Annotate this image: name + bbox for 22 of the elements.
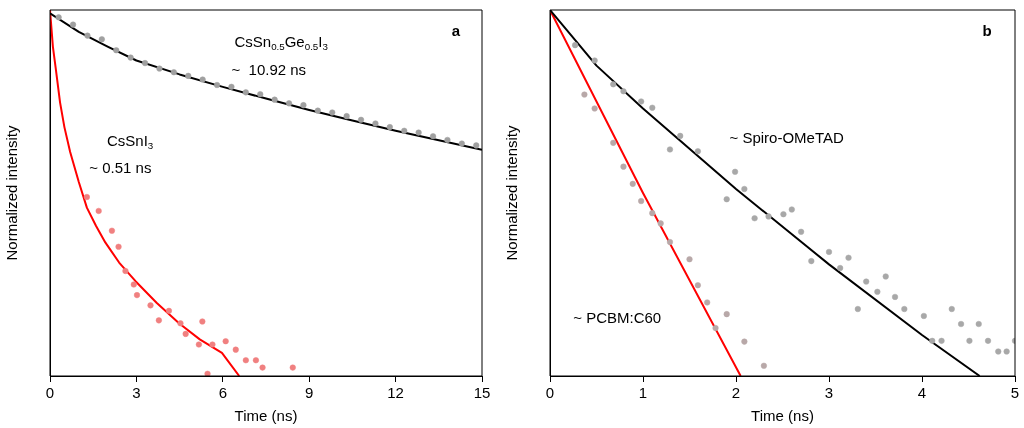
x-tick-label: 0 (45, 384, 55, 402)
x-axis-title: Time (ns) (234, 407, 298, 425)
y-axis-title: Normalized intensity (503, 124, 521, 261)
annotation: a (451, 22, 461, 40)
x-tick-label: 15 (473, 384, 491, 402)
x-tick-label: 9 (305, 384, 314, 402)
y-axis-title: Normalized intensity (3, 124, 21, 261)
x-tick-label: 6 (218, 384, 227, 402)
annotation: b (982, 22, 992, 40)
x-tick-label: 0 (545, 384, 555, 402)
annotation: ~ 0.51 ns (89, 158, 152, 176)
annotation: ~ PCBM:C60 (573, 309, 662, 327)
annotation: ~ 10.92 ns (231, 61, 307, 79)
x-tick-label: 4 (917, 384, 927, 402)
x-tick-label: 3 (132, 384, 141, 402)
x-tick-label: 12 (387, 384, 404, 402)
x-tick-label: 1 (638, 384, 648, 402)
annotation: ~ Spiro-OMeTAD (729, 129, 844, 147)
x-tick-label: 2 (731, 384, 741, 402)
x-tick-label: 5 (1010, 384, 1020, 402)
x-tick-label: 3 (824, 384, 834, 402)
x-axis-title: Time (ns) (751, 407, 814, 425)
